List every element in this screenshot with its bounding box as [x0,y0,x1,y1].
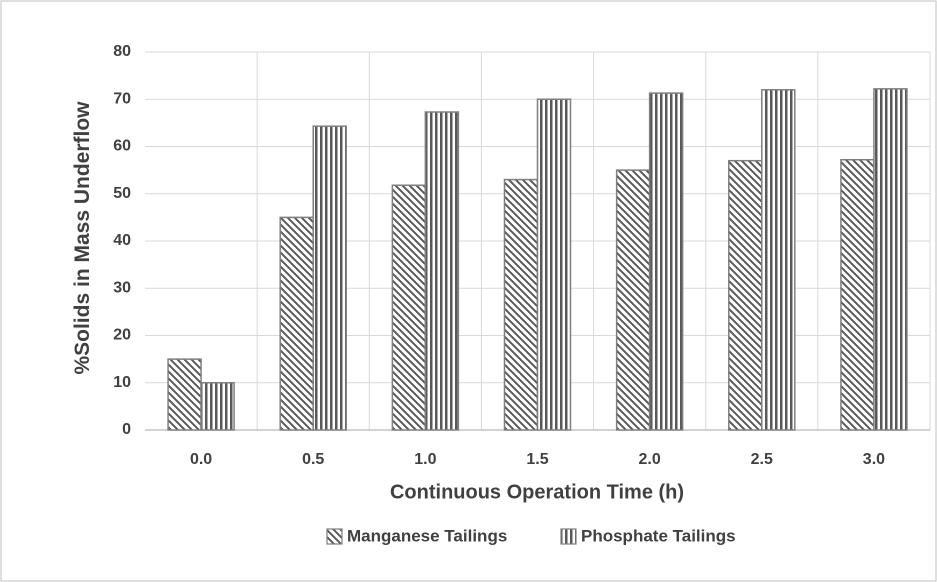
y-tick-label: 20 [113,327,131,344]
bar [840,158,875,431]
bar [424,111,460,431]
y-tick-label: 10 [113,374,131,391]
bar [200,382,235,431]
x-tick-label: 2.0 [639,451,661,468]
y-tick-label: 70 [113,90,131,107]
bar [615,169,651,431]
legend-label: Manganese Tailings [347,526,507,545]
bar [167,358,202,431]
y-axis-title: %Solids in Mass Underflow [71,101,94,375]
x-tick-label: 1.5 [526,451,548,468]
y-tick-label: 0 [122,421,131,438]
bar [312,125,347,431]
x-axis-title: Continuous Operation Time (h) [390,481,684,503]
bar [536,98,572,431]
bar [728,159,763,431]
x-tick-label: 1.0 [414,451,436,468]
x-tick-label: 2.5 [751,451,773,468]
x-tick-label: 0.5 [302,451,324,468]
legend-label: Phosphate Tailings [581,526,736,545]
x-tick-label: 3.0 [863,451,885,468]
legend-swatch [326,528,343,545]
bar [648,92,684,431]
y-tick-label: 40 [113,232,131,249]
bar [503,178,539,431]
y-tick-label: 80 [113,43,131,60]
y-tick-label: 60 [113,138,131,155]
bar [391,184,427,431]
y-tick-label: 50 [113,185,131,202]
bar [279,216,314,431]
bar [873,88,908,431]
y-tick-label: 30 [113,279,131,296]
bar [761,89,796,431]
legend-swatch [560,528,577,545]
x-tick-label: 0.0 [190,451,212,468]
